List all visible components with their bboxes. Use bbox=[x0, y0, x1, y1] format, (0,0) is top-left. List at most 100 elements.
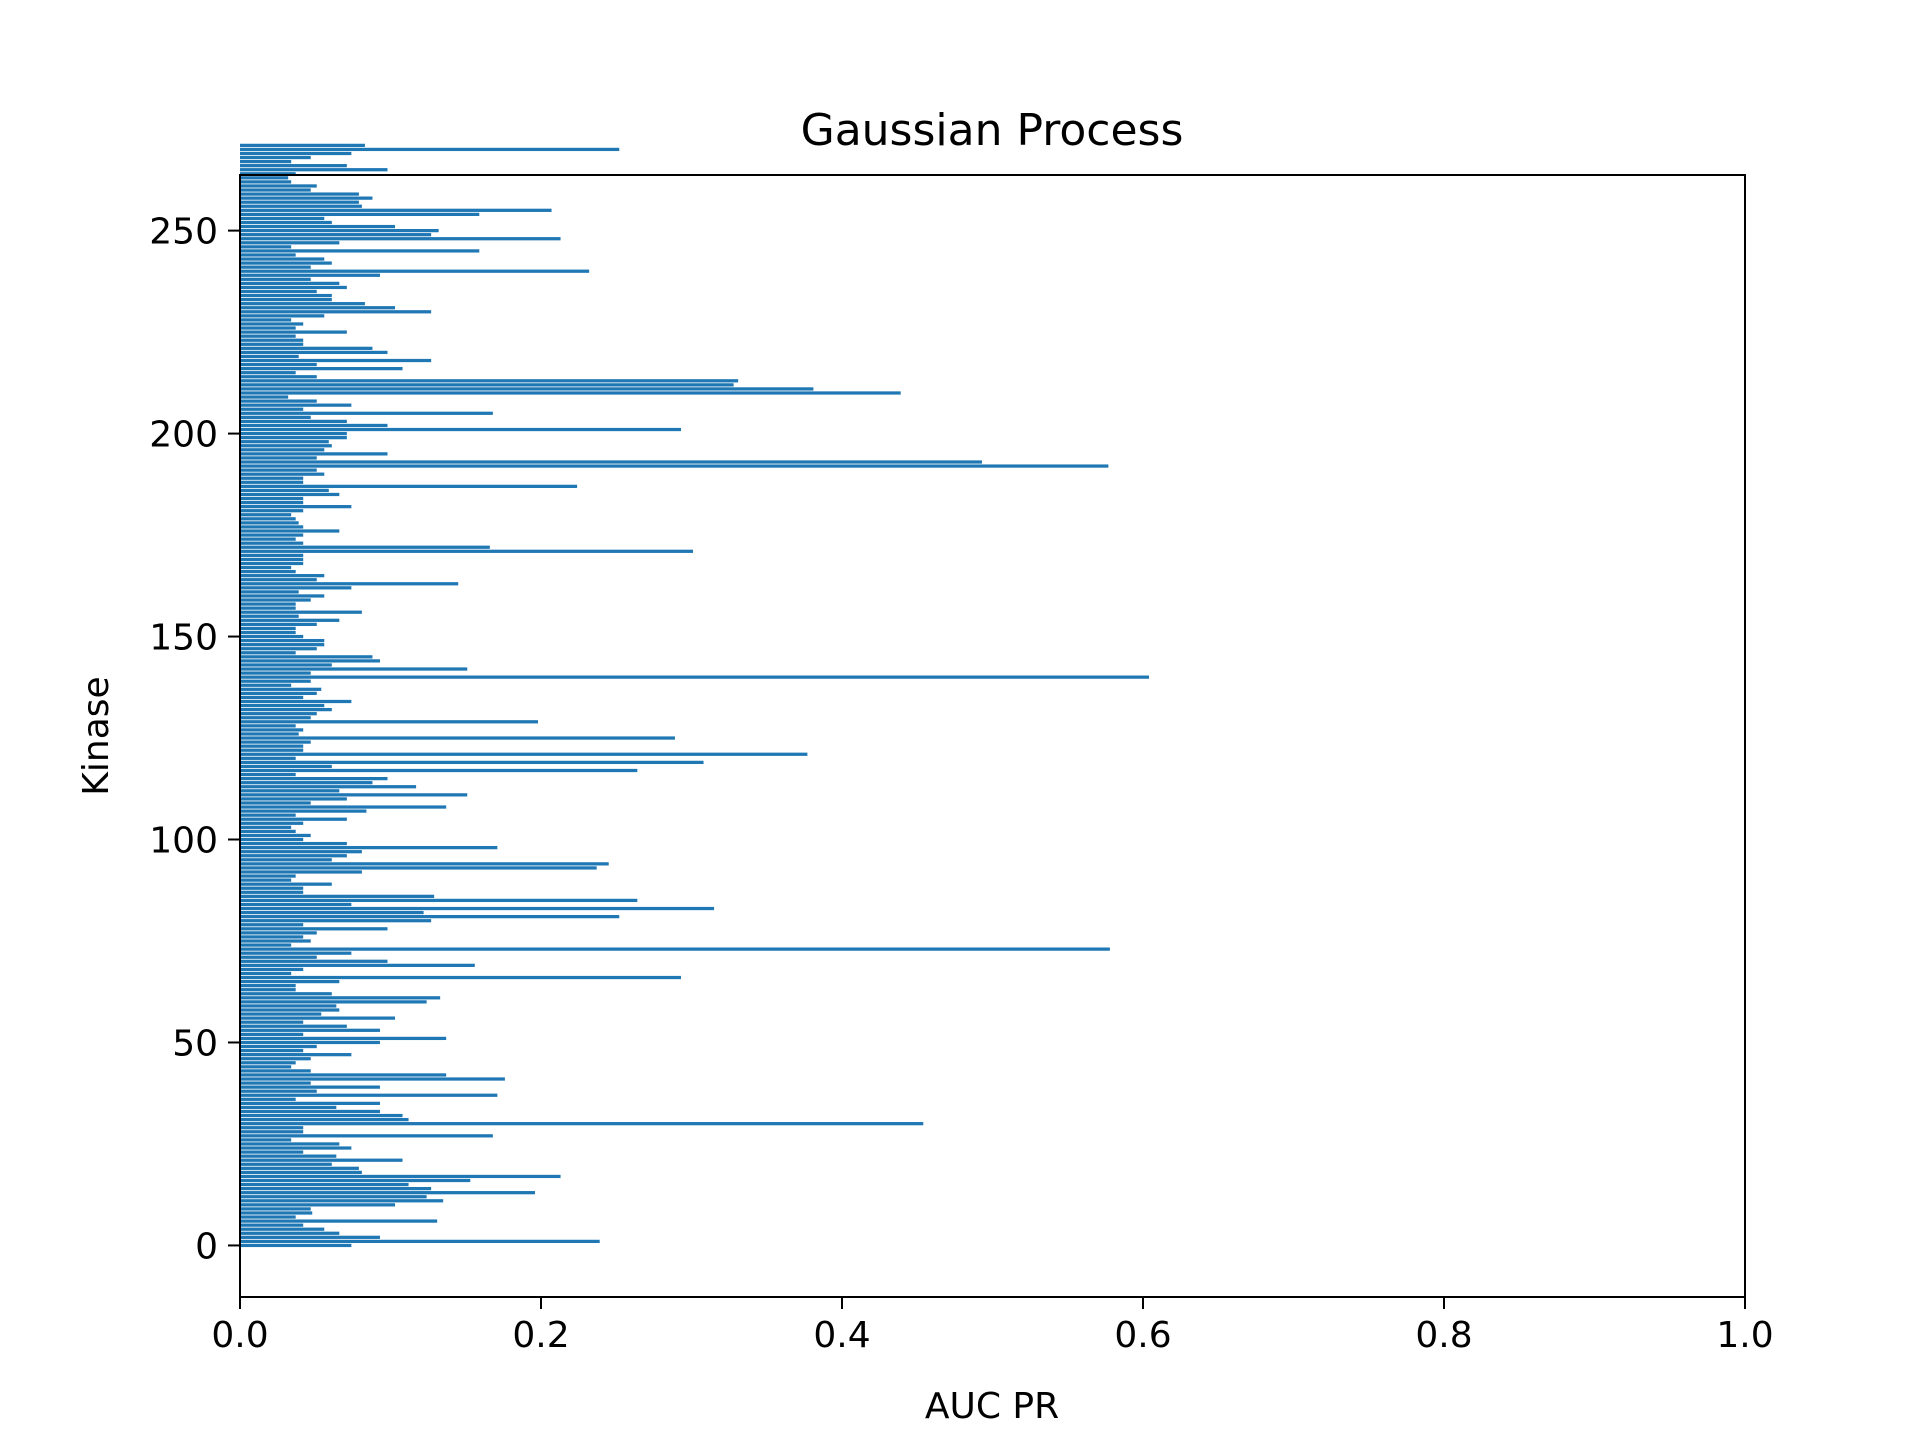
bar-kinase-210 bbox=[240, 391, 901, 395]
bar-kinase-35 bbox=[240, 1101, 380, 1105]
bar-kinase-204 bbox=[240, 415, 311, 419]
bar-kinase-147 bbox=[240, 647, 317, 651]
bar-kinase-228 bbox=[240, 318, 292, 322]
bar-kinase-133 bbox=[240, 703, 325, 708]
bar-kinase-80 bbox=[240, 919, 432, 923]
bar-kinase-238 bbox=[240, 277, 311, 281]
bar-kinase-193 bbox=[240, 460, 982, 464]
bar-kinase-94 bbox=[240, 862, 609, 866]
bar-kinase-249 bbox=[240, 233, 432, 237]
bar-kinase-244 bbox=[240, 253, 296, 257]
bar-kinase-243 bbox=[240, 257, 325, 261]
bar-kinase-111 bbox=[240, 793, 468, 797]
bar-kinase-239 bbox=[240, 273, 380, 277]
bar-kinase-172 bbox=[240, 545, 490, 549]
bar-kinase-118 bbox=[240, 764, 332, 769]
bar-kinase-117 bbox=[240, 768, 638, 773]
bars-layer bbox=[240, 143, 1150, 1248]
bar-kinase-47 bbox=[240, 1053, 352, 1057]
bar-kinase-121 bbox=[240, 752, 808, 756]
bar-kinase-146 bbox=[240, 651, 296, 655]
bar-kinase-215 bbox=[240, 371, 296, 375]
bar-kinase-202 bbox=[240, 423, 388, 428]
bar-kinase-263 bbox=[240, 176, 289, 180]
bar-kinase-96 bbox=[240, 854, 347, 858]
bar-kinase-5 bbox=[240, 1223, 304, 1227]
bar-kinase-103 bbox=[240, 825, 292, 829]
bar-kinase-221 bbox=[240, 346, 373, 350]
bar-kinase-33 bbox=[240, 1109, 380, 1114]
bar-kinase-218 bbox=[240, 358, 432, 363]
bar-kinase-56 bbox=[240, 1016, 396, 1020]
bar-kinase-234 bbox=[240, 293, 332, 298]
bar-kinase-214 bbox=[240, 375, 317, 379]
x-tick-label: 0.2 bbox=[512, 1315, 569, 1356]
bar-kinase-246 bbox=[240, 245, 292, 249]
bar-kinase-145 bbox=[240, 655, 373, 659]
bar-kinase-57 bbox=[240, 1012, 322, 1016]
bar-kinase-164 bbox=[240, 578, 317, 582]
bar-kinase-4 bbox=[240, 1227, 325, 1231]
bar-kinase-90 bbox=[240, 878, 292, 882]
bar-kinase-55 bbox=[240, 1020, 304, 1024]
bar-kinase-8 bbox=[240, 1211, 313, 1215]
bar-kinase-110 bbox=[240, 797, 347, 801]
bar-kinase-157 bbox=[240, 606, 296, 610]
bar-kinase-44 bbox=[240, 1065, 292, 1069]
x-tick-label: 1.0 bbox=[1716, 1315, 1773, 1356]
bar-kinase-63 bbox=[240, 988, 296, 992]
bar-kinase-98 bbox=[240, 846, 498, 850]
bar-kinase-250 bbox=[240, 228, 439, 233]
bar-kinase-159 bbox=[240, 598, 311, 602]
bar-kinase-123 bbox=[240, 744, 304, 748]
bar-kinase-134 bbox=[240, 699, 352, 704]
bar-kinase-14 bbox=[240, 1186, 432, 1191]
bar-kinase-213 bbox=[240, 379, 739, 383]
bar-kinase-149 bbox=[240, 638, 325, 643]
bar-kinase-108 bbox=[240, 805, 447, 809]
bar-kinase-268 bbox=[240, 155, 311, 160]
bar-kinase-2 bbox=[240, 1235, 380, 1239]
x-tick-label: 0.4 bbox=[813, 1315, 870, 1356]
bar-kinase-12 bbox=[240, 1195, 427, 1199]
bar-kinase-168 bbox=[240, 561, 304, 566]
bar-kinase-131 bbox=[240, 712, 317, 716]
bar-kinase-120 bbox=[240, 756, 296, 760]
bar-kinase-143 bbox=[240, 663, 332, 667]
bar-kinase-49 bbox=[240, 1044, 317, 1049]
bar-kinase-173 bbox=[240, 541, 304, 545]
bar-kinase-151 bbox=[240, 630, 296, 635]
bar-kinase-89 bbox=[240, 882, 332, 886]
bar-kinase-17 bbox=[240, 1174, 561, 1179]
bar-kinase-22 bbox=[240, 1154, 337, 1158]
bar-kinase-73 bbox=[240, 947, 1110, 951]
bar-kinase-184 bbox=[240, 496, 304, 501]
bar-kinase-59 bbox=[240, 1004, 337, 1008]
ticks-layer: 0.0 0.2 0.4 0.6 0.8 1.0 0 50 100 150 200 250 bbox=[149, 212, 1773, 1356]
bar-kinase-199 bbox=[240, 436, 347, 440]
bar-kinase-170 bbox=[240, 553, 304, 557]
bar-kinase-227 bbox=[240, 322, 304, 326]
bar-kinase-126 bbox=[240, 732, 299, 736]
bar-kinase-10 bbox=[240, 1203, 396, 1207]
bar-kinase-258 bbox=[240, 196, 373, 200]
y-axis-label: Kinase bbox=[76, 676, 117, 795]
bar-kinase-220 bbox=[240, 350, 388, 355]
bar-kinase-65 bbox=[240, 979, 340, 984]
bar-kinase-112 bbox=[240, 789, 340, 793]
bar-kinase-32 bbox=[240, 1113, 403, 1118]
bar-kinase-248 bbox=[240, 237, 561, 241]
bar-kinase-190 bbox=[240, 472, 325, 476]
bar-kinase-176 bbox=[240, 529, 340, 533]
bar-kinase-7 bbox=[240, 1215, 296, 1219]
bar-kinase-101 bbox=[240, 833, 311, 838]
bar-kinase-37 bbox=[240, 1093, 498, 1097]
bar-kinase-86 bbox=[240, 894, 435, 898]
bar-kinase-231 bbox=[240, 306, 396, 310]
bar-kinase-224 bbox=[240, 334, 296, 338]
bar-kinase-104 bbox=[240, 821, 304, 825]
bar-kinase-70 bbox=[240, 959, 388, 963]
y-tick-label: 50 bbox=[172, 1023, 218, 1064]
